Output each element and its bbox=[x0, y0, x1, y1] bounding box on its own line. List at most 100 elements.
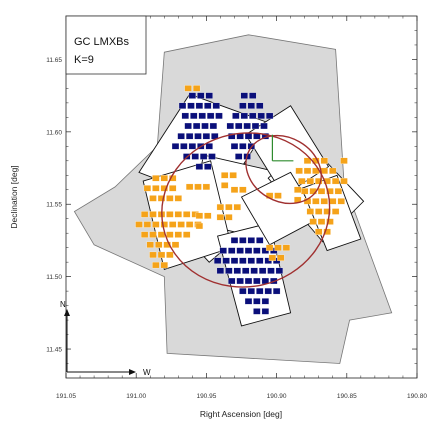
high-density-cell bbox=[180, 143, 188, 150]
high-density-cell bbox=[243, 122, 251, 130]
high-density-cell bbox=[212, 102, 220, 109]
high-density-cell bbox=[205, 143, 213, 150]
low-density-cell bbox=[331, 208, 340, 215]
low-density-cell bbox=[143, 185, 152, 192]
compass-west-arrowhead bbox=[129, 369, 136, 375]
x-tick-label: 190.80 bbox=[407, 393, 427, 400]
high-density-cell bbox=[236, 277, 244, 285]
low-density-cell bbox=[317, 218, 326, 225]
low-density-cell bbox=[149, 195, 157, 202]
high-density-cell bbox=[187, 102, 195, 109]
low-density-cell bbox=[166, 211, 174, 218]
region-ellipse bbox=[161, 132, 331, 288]
low-density-cell bbox=[152, 221, 160, 228]
low-density-cell bbox=[230, 186, 239, 193]
low-density-cell bbox=[140, 211, 149, 218]
low-density-cell bbox=[185, 183, 194, 191]
low-density-cell bbox=[301, 188, 309, 195]
low-density-cell bbox=[155, 241, 163, 248]
low-density-cell bbox=[274, 244, 282, 251]
high-density-cell bbox=[235, 153, 243, 160]
low-density-cell bbox=[135, 221, 143, 228]
low-density-cell bbox=[265, 244, 274, 251]
x-axis-label: Right Ascension [deg] bbox=[200, 409, 282, 419]
low-density-cell bbox=[160, 185, 168, 192]
high-density-cell bbox=[190, 112, 198, 120]
low-density-cell bbox=[268, 254, 277, 261]
low-density-cell bbox=[315, 208, 323, 215]
y-tick-label: 11.65 bbox=[46, 57, 62, 64]
high-density-cell bbox=[249, 92, 257, 99]
high-density-cell bbox=[228, 277, 236, 285]
high-density-cell bbox=[188, 143, 197, 150]
low-density-cell bbox=[149, 211, 157, 218]
compass-north-arrowhead bbox=[64, 309, 70, 316]
low-density-cell bbox=[184, 85, 192, 92]
low-density-cell bbox=[306, 208, 314, 215]
high-density-cell bbox=[253, 308, 261, 315]
high-density-cell bbox=[247, 102, 255, 109]
low-density-cell bbox=[169, 221, 177, 228]
low-density-cell bbox=[331, 177, 340, 185]
low-density-cell bbox=[177, 221, 185, 228]
low-density-cell bbox=[160, 221, 168, 228]
low-density-cell bbox=[323, 177, 331, 185]
high-density-cell bbox=[206, 112, 215, 120]
high-density-cell bbox=[253, 298, 261, 305]
low-density-cell bbox=[160, 175, 168, 182]
y-tick-label: 11.45 bbox=[46, 347, 62, 354]
high-density-cell bbox=[267, 267, 275, 274]
low-density-cell bbox=[225, 203, 233, 211]
high-density-cell bbox=[230, 257, 239, 264]
high-density-cell bbox=[260, 122, 268, 130]
high-density-cell bbox=[184, 122, 192, 130]
high-density-cell bbox=[240, 92, 248, 99]
high-density-cell bbox=[213, 257, 222, 264]
low-density-cell bbox=[174, 211, 182, 218]
axis-ticks: 191.05 191.00 190.95 190.90 190.85 190.80 11.4… bbox=[46, 16, 427, 400]
high-density-cell bbox=[256, 287, 264, 295]
high-density-cell bbox=[198, 112, 206, 120]
low-density-cell bbox=[320, 157, 328, 164]
high-density-cell bbox=[253, 277, 261, 285]
low-density-cell bbox=[323, 208, 331, 215]
high-density-cell bbox=[235, 122, 243, 130]
x-tick-label: 190.95 bbox=[196, 393, 216, 400]
low-density-cell bbox=[202, 183, 211, 191]
low-density-cell bbox=[183, 211, 191, 218]
low-density-cell bbox=[315, 177, 323, 185]
low-density-cell bbox=[195, 222, 204, 230]
low-density-cell bbox=[157, 251, 166, 259]
high-density-cell bbox=[265, 112, 274, 120]
ellipse-overlays bbox=[161, 132, 331, 288]
high-density-cell bbox=[208, 153, 216, 160]
low-density-cell bbox=[294, 186, 302, 193]
high-density-cell bbox=[209, 122, 218, 130]
low-density-cell bbox=[192, 85, 201, 92]
low-density-cell bbox=[298, 177, 306, 185]
legend-line-1: GC LMXBs bbox=[74, 36, 130, 48]
high-density-cell bbox=[199, 153, 208, 160]
data-points bbox=[135, 85, 348, 315]
high-density-cell bbox=[247, 257, 255, 264]
high-density-cell bbox=[216, 267, 225, 274]
compass: N W bbox=[60, 300, 151, 377]
high-density-cell bbox=[201, 122, 209, 130]
low-density-cell bbox=[169, 185, 177, 192]
high-density-cell bbox=[222, 257, 230, 264]
high-density-cell bbox=[236, 247, 244, 254]
high-density-cell bbox=[251, 122, 260, 130]
low-density-cell bbox=[171, 241, 180, 248]
compass-north-label: N bbox=[60, 300, 66, 309]
low-density-cell bbox=[157, 195, 166, 202]
low-density-cell bbox=[326, 188, 334, 195]
high-density-cell bbox=[228, 133, 236, 140]
low-density-cell bbox=[312, 198, 320, 205]
high-density-cell bbox=[232, 112, 240, 120]
low-density-cell bbox=[326, 218, 334, 225]
high-density-cell bbox=[195, 163, 204, 170]
low-density-cell bbox=[160, 261, 168, 269]
high-density-cell bbox=[261, 308, 270, 315]
x-tick-label: 190.90 bbox=[267, 393, 287, 400]
high-density-cell bbox=[256, 102, 264, 109]
